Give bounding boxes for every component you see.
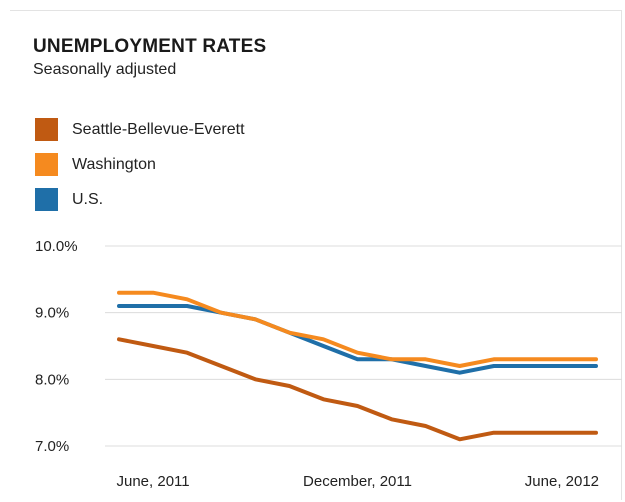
legend-swatch-washington [35,153,58,176]
legend-label-washington: Washington [72,155,156,173]
x-tick-label: June, 2012 [525,473,599,490]
legend-item-us: U.S. [35,182,245,217]
chart-subtitle: Seasonally adjusted [33,61,177,78]
legend-swatch-seattle [35,118,58,141]
legend: Seattle-Bellevue-Everett Washington U.S. [35,112,245,217]
series-line-u-s [117,304,598,375]
series-line-seattle-bellevue-everett [117,337,598,442]
y-tick-label: 7.0% [35,438,69,455]
y-tick-label: 10.0% [35,238,78,255]
legend-item-seattle: Seattle-Bellevue-Everett [35,112,245,147]
x-tick-label: June, 2011 [117,473,190,490]
legend-swatch-us [35,188,58,211]
y-tick-label: 9.0% [35,305,69,322]
series-line-washington [117,290,598,368]
legend-label-seattle: Seattle-Bellevue-Everett [72,120,245,138]
y-tick-label: 8.0% [35,371,69,388]
chart-frame [10,10,622,500]
legend-item-washington: Washington [35,147,245,182]
x-tick-label: December, 2011 [303,473,412,490]
legend-label-us: U.S. [72,190,104,208]
chart-title: UNEMPLOYMENT RATES [33,36,267,57]
